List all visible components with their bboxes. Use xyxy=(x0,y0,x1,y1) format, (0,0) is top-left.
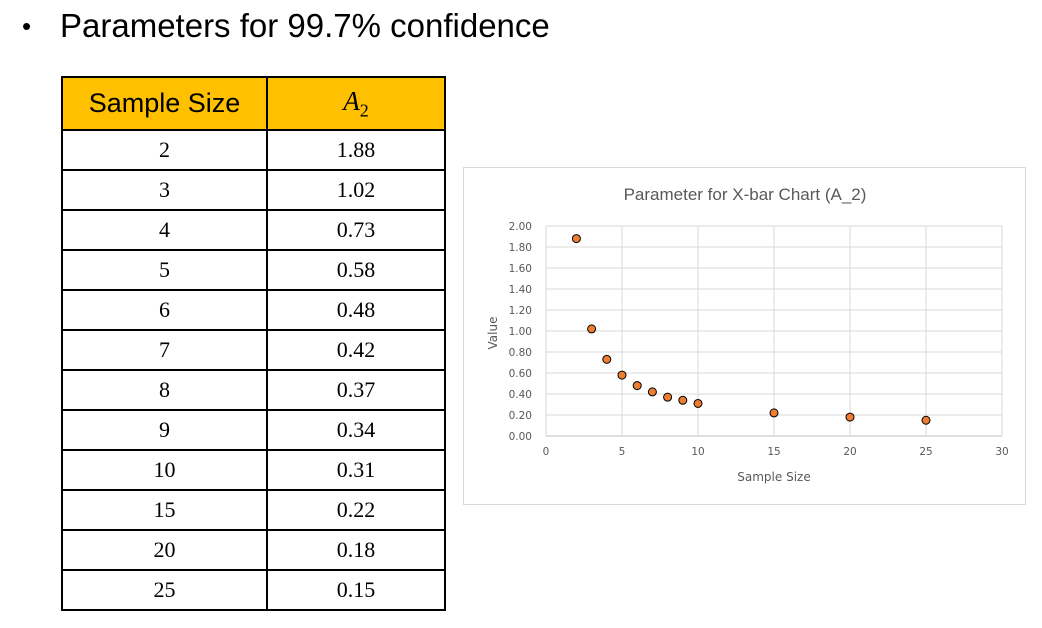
sample-size-cell: 7 xyxy=(61,329,268,371)
a2-value-cell: 0.22 xyxy=(266,489,446,531)
a2-value-cell: 1.02 xyxy=(266,169,446,211)
table-row: 9 0.34 xyxy=(61,409,446,451)
table-row: 4 0.73 xyxy=(61,209,446,251)
table-row: 8 0.37 xyxy=(61,369,446,411)
y-tick-label: 0.00 xyxy=(509,431,532,443)
x-tick-label: 30 xyxy=(995,446,1008,458)
sample-size-cell: 9 xyxy=(61,409,268,451)
header-sample-size: Sample Size xyxy=(61,76,268,131)
y-tick-label: 1.20 xyxy=(509,305,532,317)
data-point xyxy=(602,354,612,364)
table-row: 10 0.31 xyxy=(61,449,446,491)
data-point xyxy=(632,381,642,391)
scatter-chart: Parameter for X-bar Chart (A_2) 0.00 0.20… xyxy=(463,167,1026,505)
a2-value-cell: 0.48 xyxy=(266,289,446,331)
y-tick-label: 1.40 xyxy=(509,284,532,296)
data-point xyxy=(617,370,627,380)
a2-value-cell: 0.58 xyxy=(266,249,446,291)
table-row: 15 0.22 xyxy=(61,489,446,531)
x-tick-label: 25 xyxy=(919,446,932,458)
bullet-icon: • xyxy=(22,10,32,41)
y-tick-label: 0.80 xyxy=(509,347,532,359)
data-point xyxy=(663,392,673,402)
table-row: 3 1.02 xyxy=(61,169,446,211)
data-point xyxy=(678,395,688,405)
parameters-table: Sample Size A2 2 1.88 3 1.02 4 0.73 5 0.58 6 0.48… xyxy=(61,76,446,611)
header-a2: A2 xyxy=(266,76,446,131)
y-tick-label: 2.00 xyxy=(509,221,532,233)
x-tick-label: 10 xyxy=(691,446,704,458)
sample-size-cell: 25 xyxy=(61,569,268,611)
a2-value-cell: 0.37 xyxy=(266,369,446,411)
sample-size-cell: 5 xyxy=(61,249,268,291)
data-point xyxy=(647,387,657,397)
x-tick-label: 20 xyxy=(843,446,856,458)
x-tick-label: 0 xyxy=(543,446,550,458)
sample-size-cell: 3 xyxy=(61,169,268,211)
chart-title: Parameter for X-bar Chart (A_2) xyxy=(624,185,867,204)
x-tick-label: 5 xyxy=(619,446,626,458)
y-tick-label: 0.20 xyxy=(509,410,532,422)
sample-size-cell: 15 xyxy=(61,489,268,531)
y-axis-label: Value xyxy=(486,317,500,350)
sample-size-cell: 20 xyxy=(61,529,268,571)
sample-size-cell: 4 xyxy=(61,209,268,251)
data-point xyxy=(693,398,703,408)
heading: • Parameters for 99.7% confidence xyxy=(22,4,550,48)
table-header-row: Sample Size A2 xyxy=(61,76,446,131)
y-tick-label: 0.60 xyxy=(509,368,532,380)
y-tick-label: 1.60 xyxy=(509,263,532,275)
table-row: 2 1.88 xyxy=(61,129,446,171)
heading-text: Parameters for 99.7% confidence xyxy=(60,7,550,44)
table-row: 6 0.48 xyxy=(61,289,446,331)
table-row: 25 0.15 xyxy=(61,569,446,611)
chart-svg: Parameter for X-bar Chart (A_2) 0.00 0.20… xyxy=(486,185,1009,484)
x-tick-label: 15 xyxy=(767,446,780,458)
sample-size-cell: 8 xyxy=(61,369,268,411)
y-tick-label: 1.00 xyxy=(509,326,532,338)
data-point xyxy=(845,412,855,422)
a2-value-cell: 1.88 xyxy=(266,129,446,171)
data-point xyxy=(571,234,581,244)
sample-size-cell: 2 xyxy=(61,129,268,171)
y-tick-label: 0.40 xyxy=(509,389,532,401)
x-axis-label: Sample Size xyxy=(737,470,810,484)
data-point xyxy=(921,415,931,425)
a2-symbol: A2 xyxy=(343,85,369,121)
data-point xyxy=(769,408,779,418)
sample-size-cell: 6 xyxy=(61,289,268,331)
a2-value-cell: 0.73 xyxy=(266,209,446,251)
table-row: 5 0.58 xyxy=(61,249,446,291)
a2-value-cell: 0.31 xyxy=(266,449,446,491)
sample-size-cell: 10 xyxy=(61,449,268,491)
a2-value-cell: 0.15 xyxy=(266,569,446,611)
a2-value-cell: 0.42 xyxy=(266,329,446,371)
y-tick-label: 1.80 xyxy=(509,242,532,254)
table-row: 7 0.42 xyxy=(61,329,446,371)
table-row: 20 0.18 xyxy=(61,529,446,571)
data-point xyxy=(587,324,597,334)
a2-value-cell: 0.18 xyxy=(266,529,446,571)
a2-value-cell: 0.34 xyxy=(266,409,446,451)
